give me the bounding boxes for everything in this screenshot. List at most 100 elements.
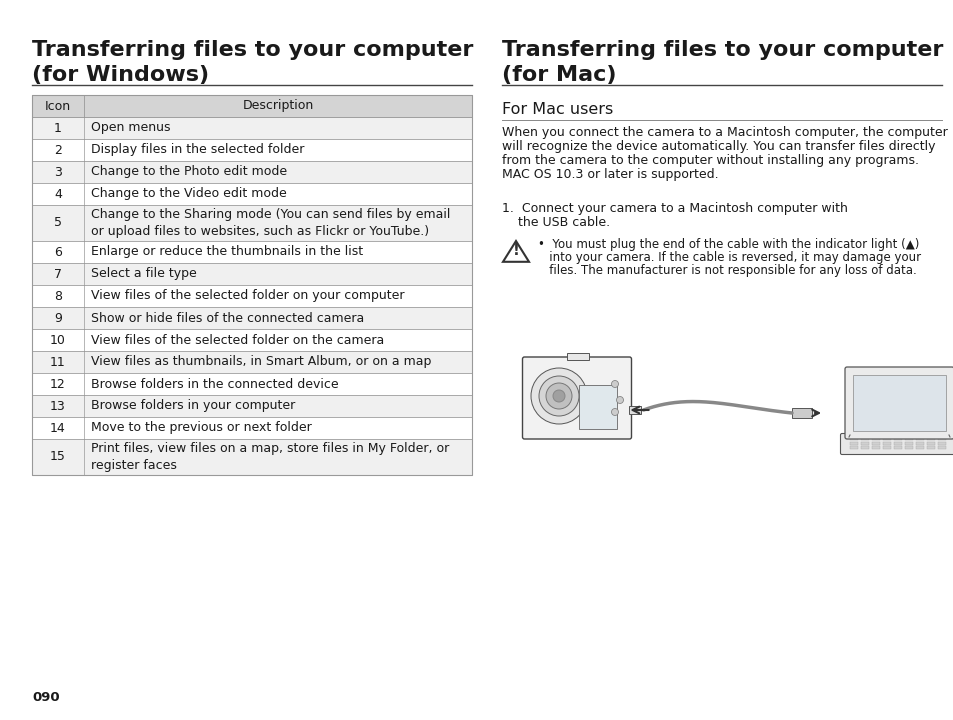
Text: Open menus: Open menus	[91, 122, 171, 135]
Bar	[32, 285, 472, 307]
Bar	[578, 385, 617, 429]
Text: Change to the Sharing mode (You can send files by email
or upload files to websi: Change to the Sharing mode (You can send…	[91, 208, 450, 238]
Bar	[629, 406, 640, 414]
Text: Display files in the selected folder: Display files in the selected folder	[91, 143, 304, 156]
Bar	[32, 139, 472, 161]
Text: files. The manufacturer is not responsible for any loss of data.: files. The manufacturer is not responsib…	[537, 264, 916, 277]
Text: MAC OS 10.3 or later is supported.: MAC OS 10.3 or later is supported.	[501, 168, 718, 181]
Bar	[926, 446, 934, 449]
Bar	[32, 417, 472, 439]
Circle shape	[531, 368, 586, 424]
Text: •  You must plug the end of the cable with the indicator light (▲): • You must plug the end of the cable wit…	[537, 238, 919, 251]
Text: 090: 090	[32, 691, 59, 704]
Bar	[32, 395, 472, 417]
FancyBboxPatch shape	[840, 433, 953, 454]
Text: 11: 11	[51, 356, 66, 369]
Text: 6: 6	[54, 246, 62, 258]
Text: 10: 10	[50, 333, 66, 346]
Text: 4: 4	[54, 187, 62, 200]
Text: 13: 13	[51, 400, 66, 413]
Text: will recognize the device automatically. You can transfer files directly: will recognize the device automatically.…	[501, 140, 935, 153]
Text: !: !	[512, 243, 518, 258]
Text: (for Mac): (for Mac)	[501, 65, 616, 85]
Bar	[849, 446, 857, 449]
Bar	[849, 441, 857, 444]
Bar	[32, 205, 472, 241]
Text: Browse folders in the connected device: Browse folders in the connected device	[91, 377, 338, 390]
Bar	[852, 375, 945, 431]
Text: Print files, view files on a map, store files in My Folder, or
register faces: Print files, view files on a map, store …	[91, 442, 449, 472]
Bar	[871, 446, 879, 449]
Text: Browse folders in your computer: Browse folders in your computer	[91, 400, 294, 413]
Text: Select a file type: Select a file type	[91, 268, 196, 281]
Circle shape	[553, 390, 564, 402]
Text: For Mac users: For Mac users	[501, 102, 613, 117]
Bar	[791, 408, 811, 418]
Bar	[32, 373, 472, 395]
Text: Show or hide files of the connected camera: Show or hide files of the connected came…	[91, 312, 364, 325]
Circle shape	[545, 383, 572, 409]
Text: Transferring files to your computer: Transferring files to your computer	[501, 40, 943, 60]
Text: Move to the previous or next folder: Move to the previous or next folder	[91, 421, 312, 434]
Bar	[32, 241, 472, 263]
Bar	[904, 446, 912, 449]
Bar	[32, 263, 472, 285]
Bar	[915, 441, 923, 444]
Text: When you connect the camera to a Macintosh computer, the computer: When you connect the camera to a Macinto…	[501, 126, 946, 139]
Bar	[904, 441, 912, 444]
Text: View files of the selected folder on the camera: View files of the selected folder on the…	[91, 333, 384, 346]
Bar	[32, 307, 472, 329]
Text: 14: 14	[51, 421, 66, 434]
Text: 1: 1	[54, 122, 62, 135]
Text: 3: 3	[54, 166, 62, 179]
Text: Icon: Icon	[45, 99, 71, 112]
Bar	[904, 437, 912, 440]
Bar	[861, 437, 868, 440]
Text: Change to the Video edit mode: Change to the Video edit mode	[91, 187, 287, 200]
Bar	[861, 441, 868, 444]
Bar	[849, 437, 857, 440]
Text: into your camera. If the cable is reversed, it may damage your: into your camera. If the cable is revers…	[537, 251, 921, 264]
Bar	[882, 437, 890, 440]
Bar	[32, 329, 472, 351]
Circle shape	[616, 397, 623, 403]
Bar	[893, 437, 901, 440]
Bar	[32, 95, 472, 117]
Bar	[937, 446, 945, 449]
Bar	[32, 161, 472, 183]
Bar	[566, 353, 588, 360]
Bar	[937, 441, 945, 444]
Text: 7: 7	[54, 268, 62, 281]
Bar	[32, 183, 472, 205]
Text: 1.  Connect your camera to a Macintosh computer with: 1. Connect your camera to a Macintosh co…	[501, 202, 847, 215]
Bar	[32, 117, 472, 139]
Text: Transferring files to your computer: Transferring files to your computer	[32, 40, 473, 60]
Bar	[893, 446, 901, 449]
Bar	[893, 441, 901, 444]
Bar	[882, 446, 890, 449]
Text: (for Windows): (for Windows)	[32, 65, 209, 85]
Bar	[915, 437, 923, 440]
Text: from the camera to the computer without installing any programs.: from the camera to the computer without …	[501, 154, 918, 167]
Bar	[926, 441, 934, 444]
Bar	[32, 439, 472, 475]
Text: 15: 15	[50, 451, 66, 464]
Bar	[871, 441, 879, 444]
Text: 2: 2	[54, 143, 62, 156]
FancyBboxPatch shape	[844, 367, 953, 439]
Bar	[937, 437, 945, 440]
Text: 8: 8	[54, 289, 62, 302]
Bar	[861, 446, 868, 449]
Bar	[871, 437, 879, 440]
Bar	[32, 351, 472, 373]
Text: the USB cable.: the USB cable.	[501, 216, 610, 229]
Text: View files of the selected folder on your computer: View files of the selected folder on you…	[91, 289, 404, 302]
Circle shape	[538, 376, 578, 416]
Text: Enlarge or reduce the thumbnails in the list: Enlarge or reduce the thumbnails in the …	[91, 246, 363, 258]
Bar	[32, 95, 472, 475]
Text: 5: 5	[54, 217, 62, 230]
Bar	[915, 446, 923, 449]
Text: Description: Description	[242, 99, 314, 112]
FancyBboxPatch shape	[522, 357, 631, 439]
Bar	[882, 441, 890, 444]
